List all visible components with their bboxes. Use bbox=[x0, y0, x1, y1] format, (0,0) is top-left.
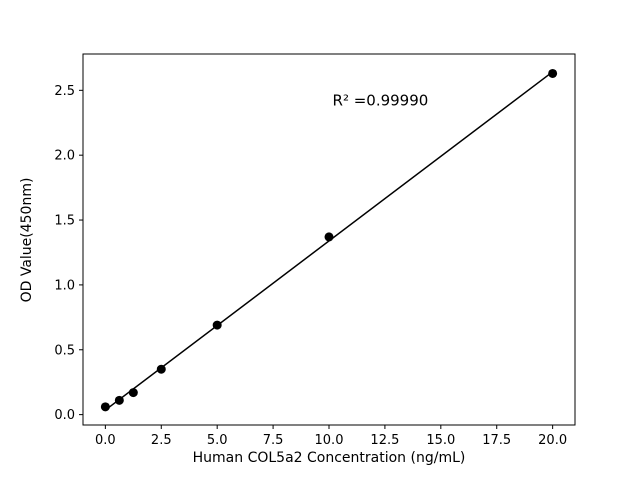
x-tick-label: 7.5 bbox=[263, 433, 284, 448]
data-point bbox=[324, 232, 334, 242]
x-tick-label: 20.0 bbox=[538, 433, 567, 448]
data-point bbox=[114, 395, 124, 405]
y-tick-label: 0.5 bbox=[54, 343, 75, 358]
plot-area: 0.0 2.5 5.0 7.5 10.0 12.5 15.0 17.5 20.0 0.0 0.5 1.… bbox=[54, 53, 576, 448]
x-tick-label: 17.5 bbox=[482, 433, 511, 448]
x-tick-label: 0.0 bbox=[95, 433, 116, 448]
y-axis-label: OD Value(450nm) bbox=[19, 178, 35, 303]
x-axis-label: Human COL5a2 Concentration (ng/mL) bbox=[193, 450, 466, 466]
x-tick-label: 12.5 bbox=[370, 433, 399, 448]
y-tick-label: 0.0 bbox=[54, 408, 75, 423]
data-point bbox=[548, 68, 558, 78]
y-tick-label: 2.5 bbox=[54, 84, 75, 99]
data-point bbox=[100, 402, 110, 412]
x-tick-label: 15.0 bbox=[426, 433, 455, 448]
data-point bbox=[156, 364, 166, 374]
r-squared-annotation: R² =0.99990 bbox=[333, 92, 429, 110]
x-tick-label: 2.5 bbox=[151, 433, 172, 448]
y-tick-label: 1.5 bbox=[54, 214, 75, 229]
x-tick-label: 10.0 bbox=[315, 433, 344, 448]
y-tick-label: 1.0 bbox=[54, 278, 75, 293]
data-point bbox=[212, 320, 222, 330]
y-tick-label: 2.0 bbox=[54, 149, 75, 164]
x-tick-label: 5.0 bbox=[207, 433, 228, 448]
data-point bbox=[128, 388, 138, 398]
